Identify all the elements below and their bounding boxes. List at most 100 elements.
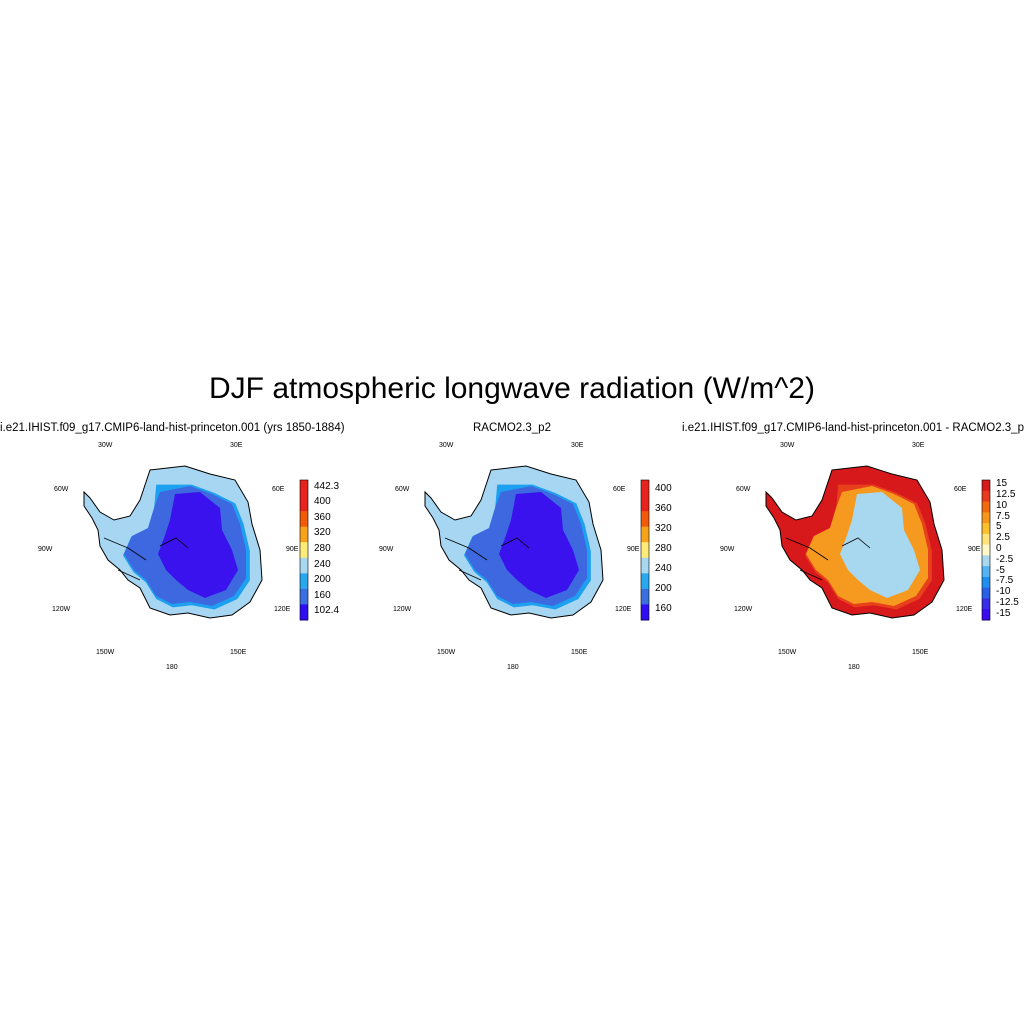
colorbar-swatch: [300, 495, 308, 512]
colorbar-swatch: [641, 495, 649, 512]
colorbar-label: 2.5: [996, 532, 1010, 544]
colorbar-swatch: [982, 587, 990, 599]
colorbar-swatch: [300, 511, 308, 528]
colorbar-label: 280: [655, 543, 672, 554]
colorbar-swatch: [982, 480, 990, 492]
longitude-label: 60W: [54, 486, 69, 493]
longitude-label: 90E: [627, 546, 640, 553]
longitude-label: 90E: [286, 546, 299, 553]
colorbar-swatch: [641, 511, 649, 528]
longitude-label: 90W: [38, 546, 53, 553]
colorbar-frame: [640, 479, 650, 621]
colorbar-swatch: [300, 480, 308, 497]
colorbar-swatch: [300, 588, 308, 605]
colorbar-swatch: [300, 557, 308, 574]
colorbar-swatch: [300, 573, 308, 590]
longitude-label: 120E: [274, 606, 291, 613]
colorbar-swatch: [641, 542, 649, 559]
colorbar-label: 320: [314, 527, 331, 539]
interior-region: [158, 492, 238, 598]
colorbar-label: 280: [314, 543, 331, 554]
colorbar-swatch: [982, 555, 990, 567]
longitude-label: 150E: [230, 649, 247, 656]
colorbar-label: 240: [655, 563, 672, 574]
colorbar-label: 10: [996, 499, 1008, 511]
colorbar-label: 5: [996, 521, 1002, 533]
colorbar-label: 15: [996, 478, 1008, 490]
longitude-label: 120E: [956, 606, 973, 613]
longitude-label: 120W: [734, 606, 753, 613]
colorbar-label: 240: [314, 558, 331, 570]
colorbar-swatch: [982, 512, 990, 524]
longitude-label: 30W: [98, 442, 113, 449]
colorbar-label: 102.4: [314, 605, 340, 617]
colorbar-label: 200: [314, 574, 331, 586]
longitude-label: 150W: [778, 649, 797, 656]
longitude-label: 60W: [395, 486, 410, 493]
longitude-label: 60E: [613, 486, 626, 493]
longitude-label: 120W: [52, 606, 71, 613]
colorbar-swatch: [982, 501, 990, 513]
longitude-label: 90W: [379, 546, 394, 553]
longitude-label: 120W: [393, 606, 412, 613]
colorbar-label: -12.5: [996, 596, 1019, 608]
figure-title: DJF atmospheric longwave radiation (W/m^…: [209, 372, 815, 405]
colorbar-label: 442.3: [314, 480, 340, 492]
colorbar-label: 320: [655, 523, 672, 534]
colorbar-swatch: [982, 533, 990, 546]
colorbar-label: -2.5: [996, 553, 1014, 565]
colorbar-label: 360: [655, 503, 672, 514]
longitude-label: 150E: [912, 649, 929, 656]
colorbar-swatch: [982, 544, 990, 556]
longitude-label: 150W: [437, 649, 456, 656]
map-panel-racmo: RACMO2.3_p2 30W 30E 60W 60E 90W 90E 120W 120E 15…: [341, 420, 683, 680]
colorbar-swatch: [641, 480, 649, 497]
longitude-label: 30E: [912, 442, 925, 449]
colorbar-label: 360: [314, 511, 331, 523]
map-panel-difference: i.e21.IHIST.f09_g17.CMIP6-land-hist-prin…: [682, 420, 1024, 680]
grounding-line: [785, 537, 829, 561]
panel-title: RACMO2.3_p2: [473, 422, 551, 434]
grounding-line: [117, 569, 141, 581]
grounding-line: [444, 537, 488, 561]
longitude-label: 90E: [968, 546, 981, 553]
colorbar-swatch: [641, 573, 649, 590]
colorbar-label: 160: [314, 589, 331, 601]
longitude-label: 90W: [720, 546, 735, 553]
map-panel-cesm: i.e21.IHIST.f09_g17.CMIP6-land-hist-prin…: [0, 420, 345, 680]
colorbar-swatch: [300, 604, 308, 621]
grounding-line: [458, 569, 482, 581]
colorbar-label: 400: [655, 483, 672, 494]
grounding-line: [500, 537, 530, 549]
colorbar-swatch: [641, 526, 649, 543]
colorbar-label: -15: [996, 607, 1011, 619]
longitude-label: 60W: [736, 486, 751, 493]
colorbar-frame: [299, 479, 309, 621]
colorbar-label: -5: [996, 564, 1005, 576]
panel-title: i.e21.IHIST.f09_g17.CMIP6-land-hist-prin…: [0, 422, 345, 434]
colorbar-swatch: [982, 490, 990, 503]
longitude-label: 30W: [780, 442, 795, 449]
colorbar-label: 200: [655, 583, 672, 594]
longitude-label: 30W: [439, 442, 454, 449]
panel-title: i.e21.IHIST.f09_g17.CMIP6-land-hist-prin…: [682, 422, 1024, 434]
grounding-line: [103, 537, 147, 561]
longitude-label: 30E: [571, 442, 584, 449]
colorbar-frame: [981, 479, 991, 621]
colorbar-swatch: [641, 604, 649, 621]
longitude-label: 120E: [615, 606, 632, 613]
colorbar-label: 0: [996, 543, 1002, 554]
colorbar-swatch: [641, 588, 649, 605]
grounding-line: [799, 569, 823, 581]
interior-region: [840, 492, 920, 598]
colorbar-label: 12.5: [996, 489, 1016, 501]
longitude-label: 60E: [272, 486, 285, 493]
longitude-label: 150W: [96, 649, 115, 656]
colorbar-swatch: [982, 609, 990, 621]
colorbar-swatch: [300, 542, 308, 559]
grounding-line: [841, 537, 871, 549]
colorbar-swatch: [982, 598, 990, 610]
longitude-label: 60E: [954, 486, 967, 493]
longitude-label: 150E: [571, 649, 588, 656]
colorbar-swatch: [641, 557, 649, 574]
